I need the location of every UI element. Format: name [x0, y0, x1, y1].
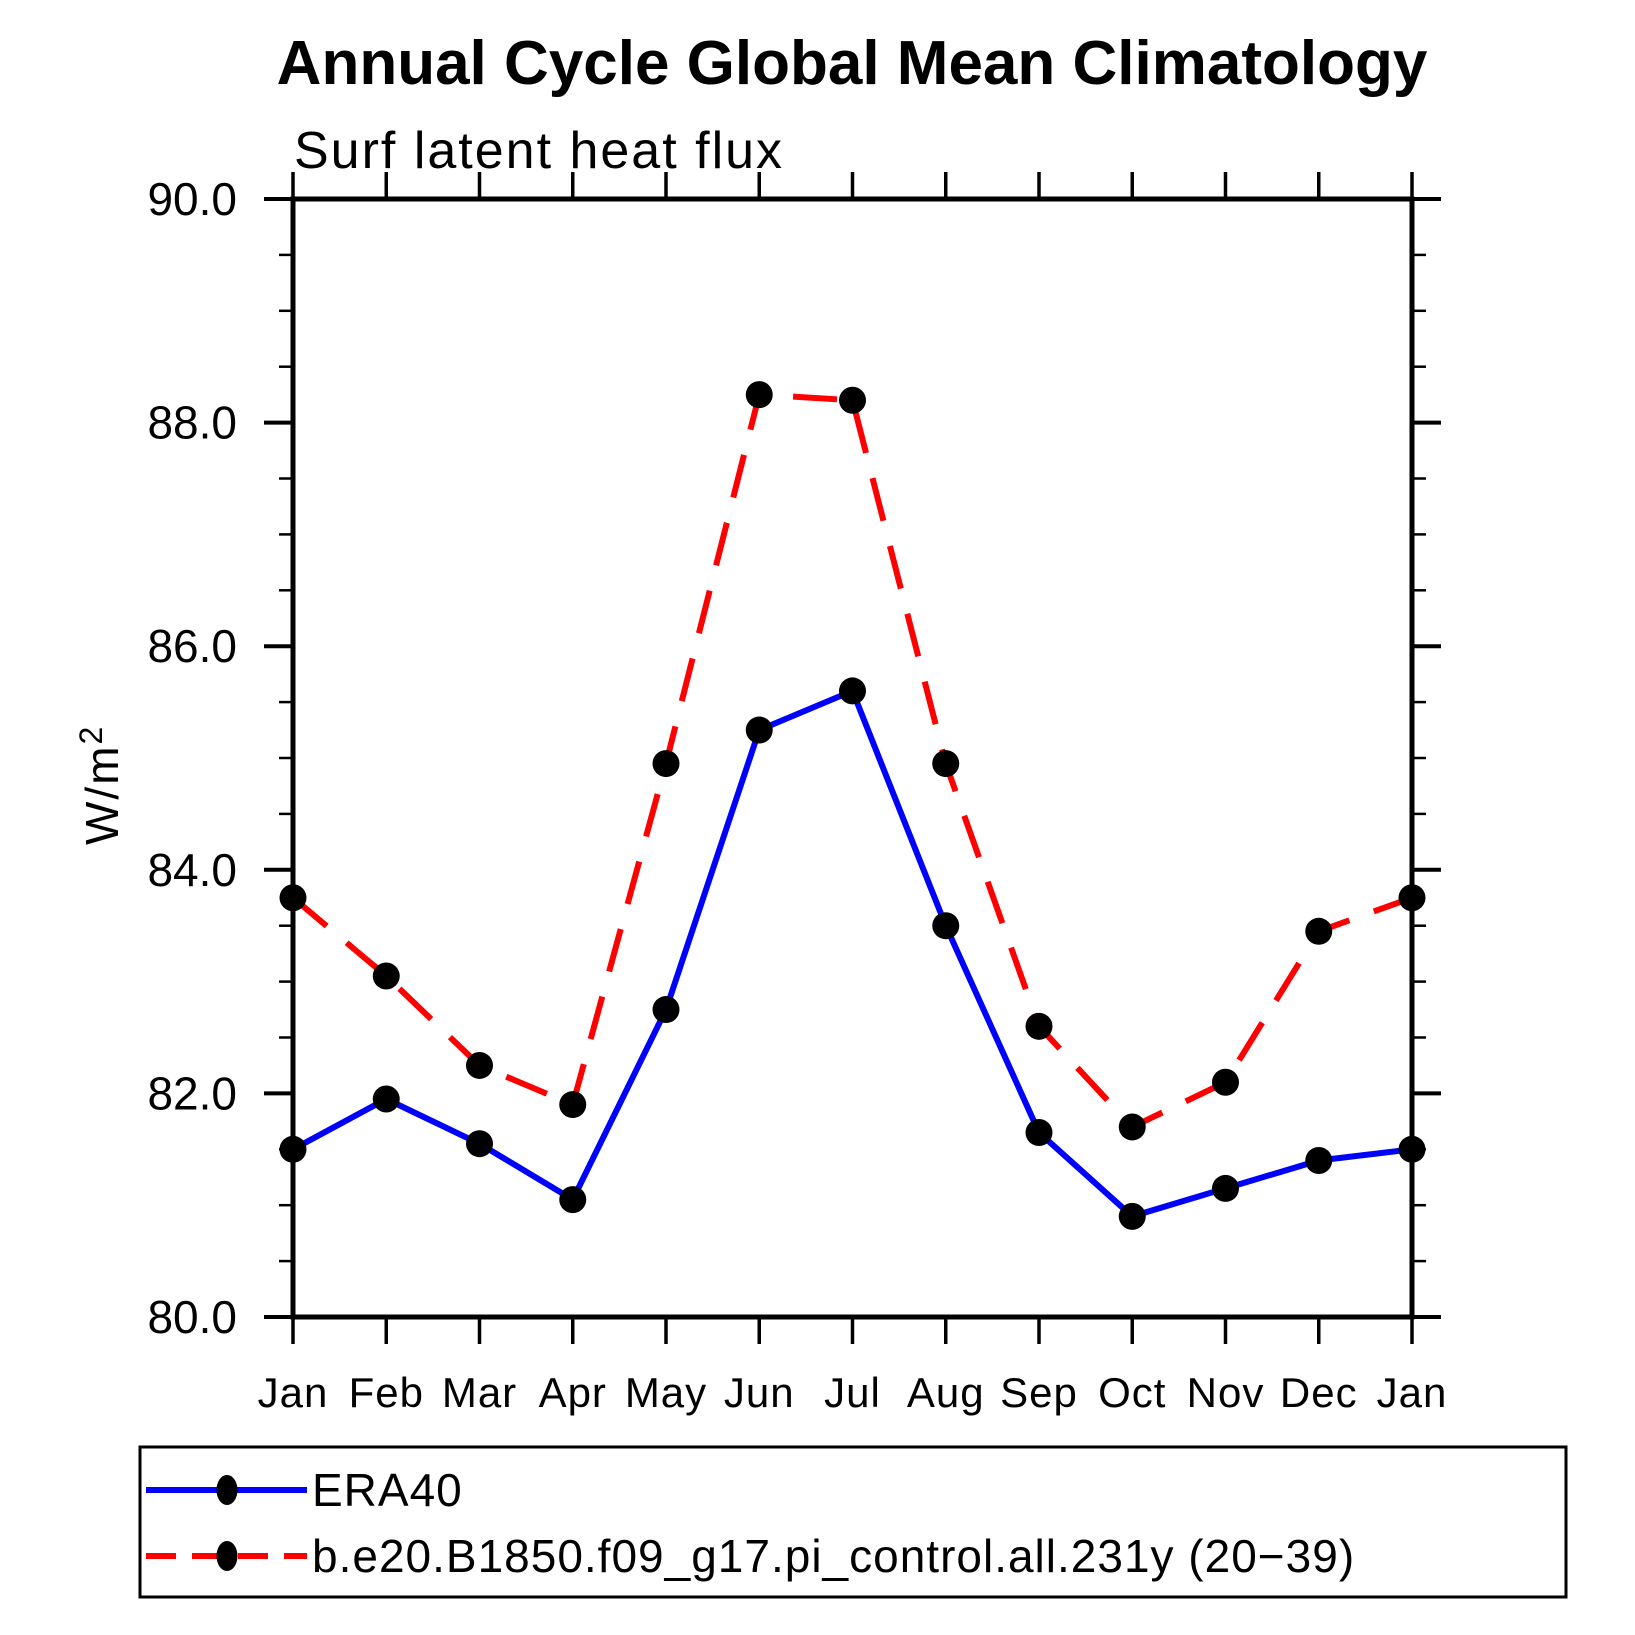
y-axis-label-base: W/m: [76, 744, 128, 845]
y-axis-label-exponent: 2: [73, 725, 109, 745]
data-point-model: [1212, 1068, 1239, 1096]
data-point-era40: [372, 1085, 400, 1113]
data-point-model: [1025, 1012, 1053, 1040]
data-point-model: [466, 1051, 493, 1079]
data-point-era40: [1212, 1174, 1239, 1202]
legend-marker-model: [216, 1541, 238, 1571]
legend-label-model: b.e20.B1850.f09_g17.pi_control.all.231y …: [312, 1530, 1355, 1582]
y-tick-label: 90.0: [147, 173, 237, 225]
x-tick-label: Jun: [724, 1369, 795, 1416]
axis-tick-labels: Jan Feb Mar Apr May Jun Jul Aug Sep Oct Nov Dec Jan 8…: [147, 173, 1448, 1416]
x-tick-label: Mar: [442, 1369, 517, 1416]
data-point-model: [932, 750, 960, 778]
data-point-era40: [1118, 1202, 1146, 1230]
data-point-model: [1398, 884, 1426, 912]
y-tick-label: 88.0: [147, 397, 237, 449]
data-point-model: [1305, 917, 1333, 945]
legend-entries: ERA40 b.e20.B1850.f09_g17.pi_control.all.…: [146, 1464, 1355, 1582]
data-point-era40: [1025, 1119, 1053, 1147]
series-line-model: [291, 391, 1414, 1131]
x-tick-label: Jan: [258, 1369, 329, 1416]
data-point-model: [279, 884, 307, 912]
x-tick-label: Feb: [349, 1369, 424, 1416]
legend-box: [138, 1445, 1568, 1599]
data-point-model: [1118, 1113, 1146, 1141]
y-tick-label: 80.0: [147, 1291, 237, 1343]
legend-label-era40: ERA40: [312, 1464, 463, 1516]
page-title: Annual Cycle Global Mean Climatology: [277, 29, 1428, 98]
x-tick-label: Aug: [907, 1369, 985, 1416]
x-tick-label: Oct: [1098, 1369, 1166, 1416]
legend-marker-era40: [216, 1475, 238, 1505]
data-point-era40: [1398, 1135, 1426, 1163]
chart-subtitle: Surf latent heat flux: [294, 122, 784, 180]
axis-ticks: [264, 172, 1441, 1344]
y-tick-label: 82.0: [147, 1067, 237, 1119]
data-series: [279, 381, 1426, 1230]
y-tick-label: 84.0: [147, 844, 237, 896]
data-point-model: [559, 1091, 587, 1119]
series-line-era40: [291, 686, 1413, 1220]
data-point-era40: [839, 677, 866, 705]
data-point-model: [372, 962, 400, 990]
data-point-era40: [652, 996, 680, 1024]
data-point-era40: [559, 1186, 587, 1214]
x-tick-label: Nov: [1187, 1369, 1265, 1416]
x-tick-label: Dec: [1280, 1369, 1358, 1416]
data-point-model: [745, 381, 773, 409]
x-tick-label: Sep: [1000, 1369, 1078, 1416]
x-tick-label: Apr: [539, 1369, 607, 1416]
data-point-model: [839, 386, 866, 414]
y-tick-label: 86.0: [147, 620, 237, 672]
legend: ERA40 b.e20.B1850.f09_g17.pi_control.all.…: [138, 1445, 1568, 1599]
data-point-era40: [932, 912, 960, 940]
data-point-model: [652, 750, 680, 778]
y-axis-label: W/m2: [73, 725, 128, 845]
data-point-era40: [279, 1135, 307, 1163]
data-point-era40: [466, 1130, 493, 1158]
x-tick-label: May: [625, 1369, 707, 1416]
x-tick-label: Jul: [824, 1369, 881, 1416]
plot-border: [290, 196, 1415, 1320]
data-point-era40: [1305, 1146, 1333, 1174]
x-tick-label: Jan: [1377, 1369, 1448, 1416]
data-point-era40: [745, 716, 773, 744]
